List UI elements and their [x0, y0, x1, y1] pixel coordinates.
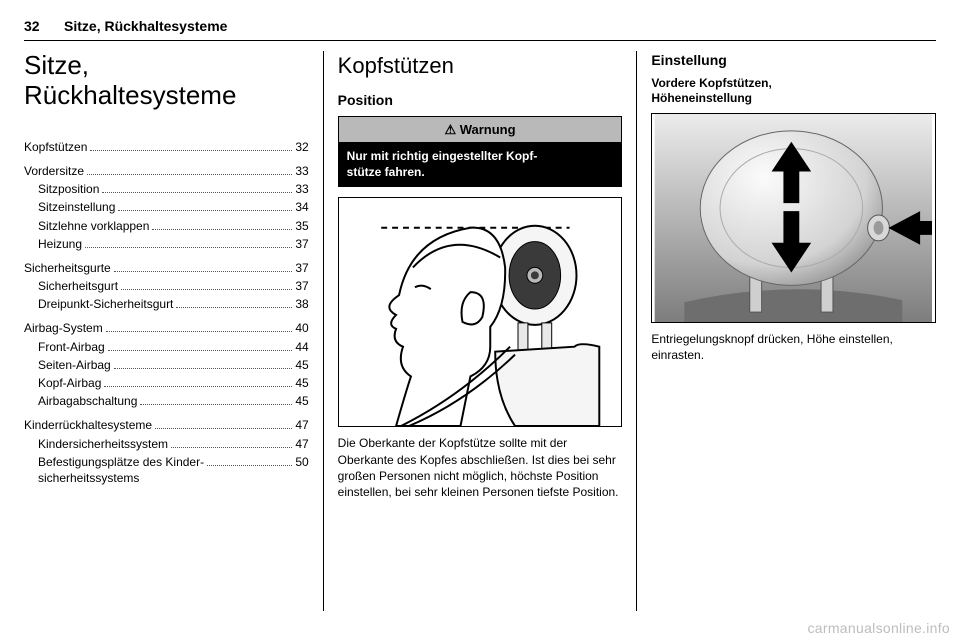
toc-entry: Kopfstützen 32: [24, 139, 309, 155]
toc-label: Sitzposition: [38, 181, 99, 197]
toc-leader-dots: [121, 282, 292, 290]
toc-label: Airbagabschaltung: [38, 393, 137, 409]
toc-entry: Seiten-Airbag 45: [24, 357, 309, 373]
col3-caption: Entriegelungsknopf drücken, Höhe einstel…: [651, 331, 936, 363]
toc-group: Airbag-System 40 Front-Airbag 44 Seiten-Airb…: [24, 320, 309, 409]
page-header: 32 Sitze, Rückhaltesysteme: [24, 18, 936, 41]
toc-page: 33: [295, 163, 308, 179]
toc-entry: Airbag-System 40: [24, 320, 309, 336]
toc-entry: Kopf-Airbag 45: [24, 375, 309, 391]
toc-leader-dots: [152, 221, 292, 229]
toc-label: Front-Airbag: [38, 339, 105, 355]
toc-entry: Sicherheitsgurte 37: [24, 260, 309, 276]
toc-leader-dots: [176, 300, 292, 308]
warning-body: Nur mit richtig eingestellter Kopf-stütz…: [339, 143, 622, 186]
toc-label: Sitzlehne vorklappen: [38, 218, 149, 234]
toc-label: Heizung: [38, 236, 82, 252]
toc-page: 45: [295, 375, 308, 391]
toc-entry: Vordersitze 33: [24, 163, 309, 179]
toc-label: Kopf-Airbag: [38, 375, 101, 391]
toc-leader-dots: [87, 167, 292, 175]
toc-group: Vordersitze 33 Sitzposition 33 Sitzeinstellu…: [24, 163, 309, 252]
toc-leader-dots: [106, 324, 293, 332]
toc-group: Kopfstützen 32: [24, 139, 309, 155]
toc-page: 37: [295, 260, 308, 276]
toc-entry: Befestigungsplätze des Kinder-sicherheit…: [24, 454, 309, 486]
toc-label: Kindersicherheitssystem: [38, 436, 168, 452]
toc-label: Sicherheitsgurte: [24, 260, 111, 276]
column-3: Einstellung Vordere Kopfstützen,Höhenein…: [637, 51, 936, 611]
toc-entry: Kindersicherheitssystem 47: [24, 436, 309, 452]
toc-page: 35: [295, 218, 308, 234]
toc-page: 32: [295, 139, 308, 155]
toc-leader-dots: [114, 360, 293, 368]
toc-page: 45: [295, 357, 308, 373]
col3-heading: Einstellung: [651, 51, 936, 70]
warning-title: Warnung: [460, 122, 516, 137]
figure-headrest-adjust: [651, 113, 936, 323]
toc-entry: Sitzposition 33: [24, 181, 309, 197]
columns: Sitze,Rückhaltesysteme Kopfstützen 32 Vord…: [24, 51, 936, 611]
toc-leader-dots: [155, 421, 292, 429]
warning-head: ⚠ Warnung: [339, 117, 622, 144]
toc-page: 33: [295, 181, 308, 197]
toc-leader-dots: [102, 185, 292, 193]
watermark: carmanualsonline.info: [808, 620, 951, 636]
toc-label: Befestigungsplätze des Kinder-sicherheit…: [38, 454, 204, 486]
toc-page: 34: [295, 199, 308, 215]
toc-leader-dots: [140, 397, 292, 405]
toc-leader-dots: [90, 142, 292, 150]
chapter-title: Sitze,Rückhaltesysteme: [24, 51, 309, 111]
toc-label: Seiten-Airbag: [38, 357, 111, 373]
toc-entry: Heizung 37: [24, 236, 309, 252]
toc-label: Dreipunkt-Sicherheitsgurt: [38, 296, 173, 312]
toc-entry: Dreipunkt-Sicherheitsgurt 38: [24, 296, 309, 312]
toc-label: Sitzeinstellung: [38, 199, 115, 215]
column-1: Sitze,Rückhaltesysteme Kopfstützen 32 Vord…: [24, 51, 324, 611]
page: 32 Sitze, Rückhaltesysteme Sitze,Rückhal…: [0, 0, 960, 642]
col2-heading: Kopfstützen: [338, 51, 623, 81]
toc-page: 45: [295, 393, 308, 409]
warning-icon: ⚠: [444, 122, 456, 137]
toc-page: 50: [295, 454, 308, 470]
column-2: Kopfstützen Position ⚠ Warnung Nur mit r…: [324, 51, 638, 611]
head-position-svg: [339, 198, 622, 426]
toc-label: Vordersitze: [24, 163, 84, 179]
toc-group: Sicherheitsgurte 37 Sicherheitsgurt 37 Dreip…: [24, 260, 309, 313]
col3-subheading: Vordere Kopfstützen,Höheneinstellung: [651, 76, 936, 107]
col2-subheading: Position: [338, 91, 623, 110]
toc-page: 37: [295, 236, 308, 252]
toc-entry: Sitzlehne vorklappen 35: [24, 218, 309, 234]
figure-head-position: [338, 197, 623, 427]
toc-page: 37: [295, 278, 308, 294]
toc-leader-dots: [108, 342, 293, 350]
toc-leader-dots: [207, 457, 292, 465]
toc-label: Kopfstützen: [24, 139, 87, 155]
toc-page: 47: [295, 417, 308, 433]
toc-entry: Airbagabschaltung 45: [24, 393, 309, 409]
toc-page: 44: [295, 339, 308, 355]
toc-leader-dots: [171, 439, 292, 447]
toc-group: Kinderrückhaltesysteme47Kindersicherheit…: [24, 417, 309, 486]
toc-entry: Sitzeinstellung 34: [24, 199, 309, 215]
toc-page: 47: [295, 436, 308, 452]
page-number: 32: [24, 18, 40, 34]
toc-page: 38: [295, 296, 308, 312]
toc-leader-dots: [104, 379, 292, 387]
toc-label: Kinderrückhaltesysteme: [24, 417, 152, 433]
toc-entry: Kinderrückhaltesysteme 47: [24, 417, 309, 433]
table-of-contents: Kopfstützen 32 Vordersitze 33 Sitzposition 33…: [24, 139, 309, 486]
toc-entry: Sicherheitsgurt 37: [24, 278, 309, 294]
toc-leader-dots: [118, 203, 292, 211]
toc-leader-dots: [114, 264, 293, 272]
warning-box: ⚠ Warnung Nur mit richtig eingestellter …: [338, 116, 623, 188]
toc-entry: Front-Airbag 44: [24, 339, 309, 355]
toc-leader-dots: [85, 239, 292, 247]
toc-label: Sicherheitsgurt: [38, 278, 118, 294]
toc-page: 40: [295, 320, 308, 336]
col2-caption: Die Oberkante der Kopfstütze sollte mit …: [338, 435, 623, 500]
headrest-adjust-svg: [652, 114, 935, 322]
header-section-title: Sitze, Rückhaltesysteme: [64, 18, 227, 34]
toc-label: Airbag-System: [24, 320, 103, 336]
